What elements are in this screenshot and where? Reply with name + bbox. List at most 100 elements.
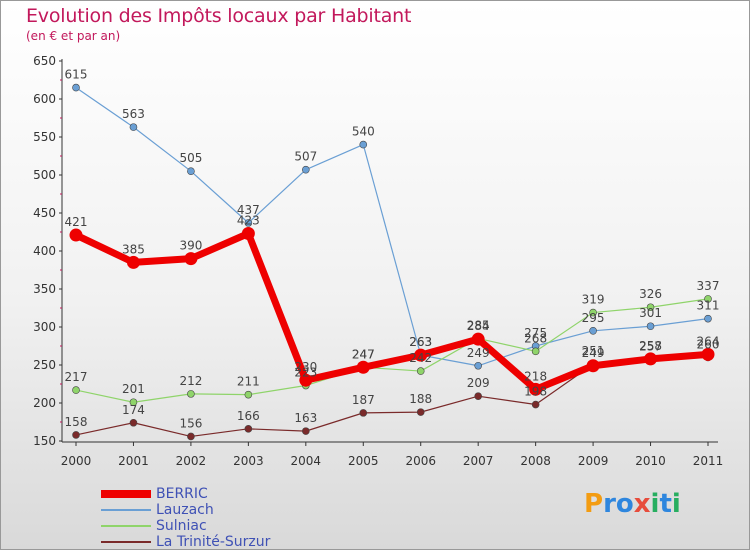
- y-tick-label: 650: [33, 54, 56, 68]
- legend-swatch: [101, 541, 151, 543]
- data-point-lauzach: [646, 322, 655, 331]
- data-label-berric: 385: [122, 242, 145, 256]
- logo-letter: i: [650, 489, 660, 519]
- series-line-sulniac: [75, 298, 709, 403]
- data-label-la-trinit-surzur: 198: [524, 385, 547, 399]
- data-label-la-trinit-surzur: 251: [582, 344, 605, 358]
- data-label-la-trinit-surzur: 209: [467, 376, 490, 390]
- data-point-la-trinit-surzur: [359, 409, 368, 417]
- data-point-berric: [126, 255, 140, 269]
- chart-title: Evolution des Impôts locaux par Habitant: [26, 5, 412, 27]
- data-point-la-trinit-surzur: [72, 431, 80, 439]
- data-label-lauzach: 437: [237, 203, 260, 217]
- data-label-lauzach: 295: [582, 311, 605, 325]
- data-point-lauzach: [359, 140, 368, 149]
- data-point-la-trinit-surzur: [531, 400, 540, 409]
- x-tick-label: 2006: [405, 454, 436, 468]
- data-point-berric: [414, 348, 428, 362]
- data-point-sulniac: [646, 303, 655, 312]
- data-label-lauzach: 540: [352, 125, 375, 139]
- x-tick-label: 2010: [635, 454, 666, 468]
- data-point-berric: [241, 227, 255, 241]
- data-label-sulniac: 223: [294, 366, 317, 380]
- data-label-berric: 423: [237, 214, 260, 228]
- data-label-la-trinit-surzur: 187: [352, 393, 375, 407]
- data-label-berric: 258: [639, 339, 662, 353]
- y-tick-label: 350: [33, 282, 56, 296]
- data-label-la-trinit-surzur: 260: [697, 337, 720, 351]
- x-tick-label: 2008: [520, 454, 551, 468]
- legend-label: BERRIC: [156, 486, 208, 502]
- legend-swatch: [101, 509, 151, 511]
- data-point-berric: [356, 360, 370, 374]
- data-point-lauzach: [244, 219, 253, 227]
- logo-letter: o: [615, 489, 634, 519]
- series-line-lauzach: [75, 87, 709, 367]
- data-point-lauzach: [589, 326, 597, 335]
- data-label-la-trinit-surzur: 156: [179, 416, 202, 430]
- logo-letter: P: [584, 489, 604, 519]
- data-label-lauzach: 505: [179, 151, 202, 165]
- x-tick-label: 2000: [61, 454, 92, 468]
- data-point-lauzach: [72, 83, 80, 92]
- data-label-lauzach: 301: [639, 306, 662, 320]
- data-point-lauzach: [187, 167, 195, 175]
- logo-letter: r: [603, 489, 616, 519]
- x-tick-label: 2002: [176, 454, 207, 468]
- data-label-berric: 249: [582, 346, 605, 360]
- x-tick-label: 2003: [233, 454, 264, 468]
- x-tick-label: 2007: [463, 454, 494, 468]
- data-point-sulniac: [531, 347, 540, 356]
- data-point-berric: [701, 347, 715, 361]
- data-point-berric: [299, 373, 313, 387]
- data-label-sulniac: 319: [582, 293, 605, 307]
- data-point-lauzach: [302, 165, 310, 174]
- y-tick-label: 150: [33, 434, 56, 448]
- data-point-berric: [69, 228, 83, 242]
- data-label-lauzach: 311: [697, 299, 720, 313]
- logo-letter: t: [659, 489, 672, 519]
- data-point-la-trinit-surzur: [187, 432, 195, 441]
- legend-swatch: [101, 525, 151, 527]
- data-point-sulniac: [416, 367, 425, 375]
- data-label-sulniac: 247: [352, 347, 375, 361]
- y-tick-label: 200: [33, 396, 56, 410]
- data-point-berric: [184, 252, 198, 266]
- x-tick-label: 2009: [578, 454, 609, 468]
- legend-label: Lauzach: [156, 502, 214, 518]
- data-label-sulniac: 268: [524, 331, 547, 345]
- data-point-lauzach: [129, 123, 138, 131]
- data-point-sulniac: [244, 390, 253, 399]
- y-tick-label: 500: [33, 168, 56, 182]
- data-label-sulniac: 285: [467, 318, 490, 332]
- data-label-lauzach: 563: [122, 107, 145, 121]
- y-tick-label: 250: [33, 358, 56, 372]
- logo-letter: i: [671, 489, 681, 519]
- data-label-berric: 390: [179, 239, 202, 253]
- data-label-berric: 421: [65, 215, 88, 229]
- data-label-la-trinit-surzur: 163: [294, 411, 317, 425]
- data-label-la-trinit-surzur: 166: [237, 409, 260, 423]
- data-label-sulniac: 211: [237, 375, 260, 389]
- data-label-sulniac: 212: [179, 374, 202, 388]
- data-point-berric: [471, 332, 485, 346]
- data-label-la-trinit-surzur: 257: [639, 340, 662, 354]
- y-tick-label: 600: [33, 92, 56, 106]
- data-point-la-trinit-surzur: [129, 418, 138, 427]
- data-point-lauzach: [704, 314, 712, 323]
- data-label-la-trinit-surzur: 174: [122, 403, 145, 417]
- data-label-berric: 218: [524, 369, 547, 383]
- proxiti-logo: Proxiti: [584, 489, 681, 519]
- data-point-sulniac: [72, 386, 80, 394]
- data-label-berric: 230: [294, 360, 317, 374]
- y-tick-label: 450: [33, 206, 56, 220]
- data-label-lauzach: 507: [294, 150, 317, 164]
- logo-letter: x: [633, 489, 651, 519]
- data-label-berric: 264: [697, 334, 720, 348]
- x-tick-label: 2011: [693, 454, 724, 468]
- series-line-berric: [74, 230, 709, 393]
- x-tick-label: 2001: [118, 454, 149, 468]
- data-label-sulniac: 242: [409, 351, 432, 365]
